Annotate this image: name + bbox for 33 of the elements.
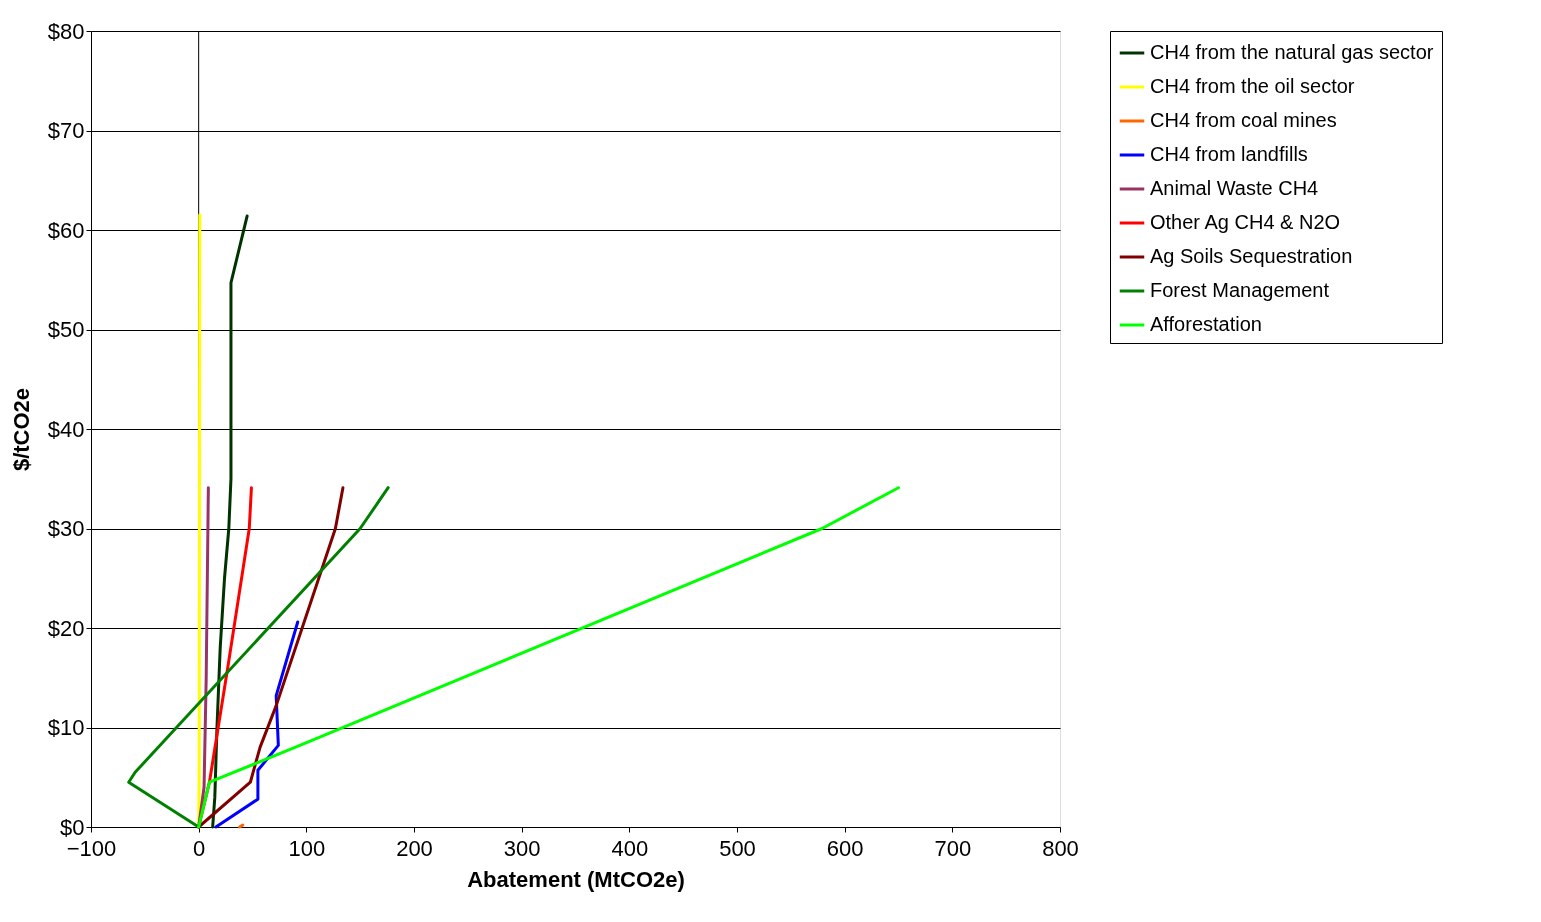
y-tick-label: $60 (47, 217, 85, 243)
legend-label: Animal Waste CH4 (1150, 177, 1319, 199)
x-tick-label: 700 (934, 835, 972, 861)
line-series (197, 486, 345, 829)
legend-label: Forest Management (1150, 279, 1330, 301)
x-axis-title: Abatement (MtCO2e) (467, 866, 685, 892)
y-tick-label: $40 (47, 416, 85, 442)
y-tick-label: $80 (47, 18, 85, 44)
legend-label: Ag Soils Sequestration (1150, 245, 1353, 267)
y-tick-label: $70 (47, 118, 85, 143)
legend-label: CH4 from the natural gas sector (1150, 41, 1434, 63)
line-series (197, 486, 900, 829)
legend-label: CH4 from coal mines (1150, 109, 1337, 131)
legend-label: Other Ag CH4 & N2O (1150, 211, 1341, 233)
x-tick-label: 100 (288, 835, 326, 861)
x-tick-label: 500 (719, 835, 756, 861)
x-tick-label: 400 (611, 835, 649, 861)
y-tick-label: $30 (47, 516, 85, 541)
x-tick-label: 0 (193, 835, 206, 861)
y-tick-label: $10 (47, 715, 85, 740)
x-tick-label: 300 (503, 835, 541, 861)
line-series (211, 214, 249, 829)
x-tick-label: 200 (396, 835, 433, 861)
y-tick-label: $20 (47, 615, 85, 641)
y-axis-title: $/tCO2e (8, 387, 34, 472)
x-tick-label: 800 (1042, 835, 1079, 861)
y-tick-label: $50 (47, 317, 85, 342)
line-series (127, 486, 390, 829)
legend-label: CH4 from the oil sector (1150, 75, 1355, 97)
line-series (214, 620, 300, 829)
legend-label: CH4 from landfills (1150, 143, 1308, 165)
legend-label: Afforestation (1150, 313, 1262, 335)
x-tick-label: 600 (826, 835, 864, 861)
